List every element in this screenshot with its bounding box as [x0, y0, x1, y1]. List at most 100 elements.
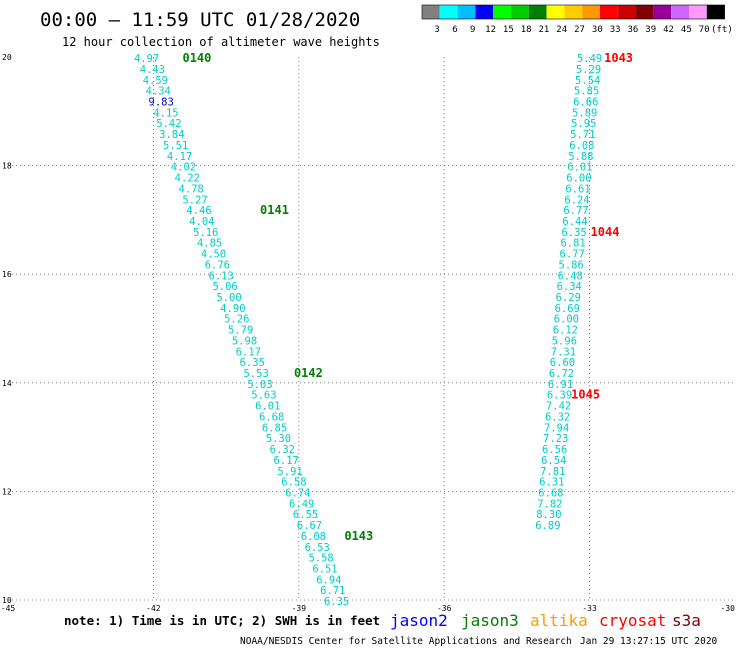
wave-height-value: 5.27 — [182, 194, 207, 206]
wave-height-value: 8.30 — [536, 509, 561, 521]
wave-height-value: 4.34 — [146, 86, 171, 98]
wave-height-value: 5.58 — [308, 553, 333, 565]
longitude-tick-label: -45 — [1, 604, 16, 613]
color-swatch — [706, 5, 725, 19]
color-scale-label: (ft) — [711, 25, 733, 35]
track-pass: 4.974.434.594.349.834.155.423.845.514.17… — [134, 51, 373, 608]
track-pass: 5.495.295.545.856.665.895.955.716.085.88… — [535, 51, 633, 532]
wave-height-value: 4.04 — [189, 216, 214, 228]
wave-height-value: 6.12 — [553, 325, 578, 337]
wave-height-value: 5.95 — [571, 118, 596, 130]
color-scale-label: 6 — [452, 25, 457, 35]
wave-height-value: 4.43 — [140, 64, 165, 76]
color-scale-label: 30 — [592, 25, 603, 35]
pass-time-label: 1045 — [571, 388, 600, 402]
generated-timestamp: Jan 29 13:27:15 UTC 2020 — [580, 636, 718, 647]
wave-height-value: 6.00 — [554, 314, 579, 326]
wave-height-value: 4.22 — [175, 173, 200, 185]
wave-height-value: 6.55 — [293, 509, 318, 521]
wave-height-value: 6.91 — [548, 379, 573, 391]
wave-height-value: 5.71 — [570, 129, 595, 141]
wave-height-value: 6.35 — [240, 357, 265, 369]
pass-time-label: 0140 — [182, 51, 211, 65]
collection-subtitle: 12 hour collection of altimeter wave hei… — [62, 35, 380, 49]
time-range-title: 00:00 – 11:59 UTC 01/28/2020 — [40, 9, 360, 31]
wave-height-value: 6.00 — [566, 173, 591, 185]
wave-height-value: 6.53 — [305, 542, 330, 554]
wave-height-value: 5.98 — [232, 335, 257, 347]
wave-height-value: 4.15 — [153, 107, 178, 119]
longitude-tick-label: -42 — [146, 604, 161, 613]
color-swatch — [528, 5, 547, 19]
wave-height-value: 6.29 — [556, 292, 581, 304]
satellite-name: s3a — [672, 611, 701, 630]
wave-height-value: 7.31 — [551, 346, 576, 358]
color-scale-label: 27 — [574, 25, 585, 35]
wave-height-value: 6.44 — [562, 216, 587, 228]
wave-height-value: 6.67 — [297, 520, 322, 532]
footnote: note: 1) Time is in UTC; 2) SWH is in fe… — [64, 613, 380, 628]
wave-height-value: 6.81 — [560, 238, 585, 250]
color-scale-label: 18 — [521, 25, 532, 35]
wave-height-value: 6.69 — [555, 303, 580, 315]
longitude-tick-label: -33 — [582, 604, 597, 613]
wave-height-value: 5.42 — [156, 118, 181, 130]
wave-height-value: 6.32 — [545, 411, 570, 423]
color-swatch — [564, 5, 583, 19]
wave-height-value: 5.96 — [552, 335, 577, 347]
wave-height-value: 5.06 — [212, 281, 237, 293]
satellite-name: jason3 — [461, 611, 519, 630]
color-scale-label: 36 — [628, 25, 639, 35]
wave-height-value: 5.63 — [251, 390, 276, 402]
wave-height-value: 6.85 — [262, 422, 287, 434]
wave-height-value: 5.54 — [575, 75, 600, 87]
wave-height-value: 7.81 — [540, 466, 565, 478]
color-scale-label: 45 — [681, 25, 692, 35]
color-swatch — [457, 5, 476, 19]
wave-height-value: 4.97 — [134, 53, 159, 65]
wave-height-value: 6.74 — [285, 487, 310, 499]
wave-height-value: 6.17 — [274, 455, 299, 467]
axis-tick-labels: -45 -42 -39 -36 -33 -30 10 12 14 16 18 20 — [1, 53, 735, 613]
latitude-tick-label: 20 — [2, 53, 12, 62]
wave-height-value: 6.34 — [557, 281, 582, 293]
credit-text: NOAA/NESDIS Center for Satellite Applica… — [240, 636, 572, 647]
wave-height-value: 6.48 — [558, 270, 583, 282]
wave-height-value: 5.16 — [193, 227, 218, 239]
wave-height-value: 5.26 — [224, 314, 249, 326]
wave-height-value: 6.60 — [550, 357, 575, 369]
wave-height-value: 6.61 — [565, 183, 590, 195]
wave-height-value: 7.82 — [537, 498, 562, 510]
satellite-legend: jason2 jason3 altika cryosat s3a — [390, 611, 701, 630]
latitude-tick-label: 10 — [2, 596, 12, 605]
wave-height-value: 6.08 — [301, 531, 326, 543]
wave-height-value: 6.58 — [281, 477, 306, 489]
wave-height-value: 5.00 — [216, 292, 241, 304]
wave-height-value: 6.32 — [270, 444, 295, 456]
wave-height-value: 6.24 — [564, 194, 589, 206]
color-swatch — [439, 5, 458, 19]
color-swatch — [689, 5, 707, 19]
longitude-tick-label: -39 — [292, 604, 307, 613]
wave-height-value: 6.51 — [312, 564, 337, 576]
wave-height-value: 6.76 — [205, 259, 230, 271]
color-swatch — [617, 5, 636, 19]
longitude-tick-label: -36 — [437, 604, 452, 613]
latitude-tick-label: 16 — [2, 270, 12, 279]
wave-height-value: 6.31 — [539, 477, 564, 489]
wave-height-value: 9.83 — [149, 97, 174, 109]
wave-height-value: 5.91 — [277, 466, 302, 478]
color-swatch — [422, 5, 440, 19]
pass-time-label: 0143 — [344, 529, 373, 543]
wave-height-value: 6.13 — [209, 270, 234, 282]
wave-height-value: 3.84 — [159, 129, 184, 141]
wave-height-value: 4.78 — [179, 183, 204, 195]
color-scale-label: 21 — [539, 25, 550, 35]
latitude-tick-label: 14 — [2, 379, 12, 388]
wave-height-value: 6.94 — [316, 574, 341, 586]
wave-height-value: 5.89 — [572, 107, 597, 119]
color-scale-label: 3 — [434, 25, 439, 35]
pass-time-label: 0141 — [260, 203, 289, 217]
